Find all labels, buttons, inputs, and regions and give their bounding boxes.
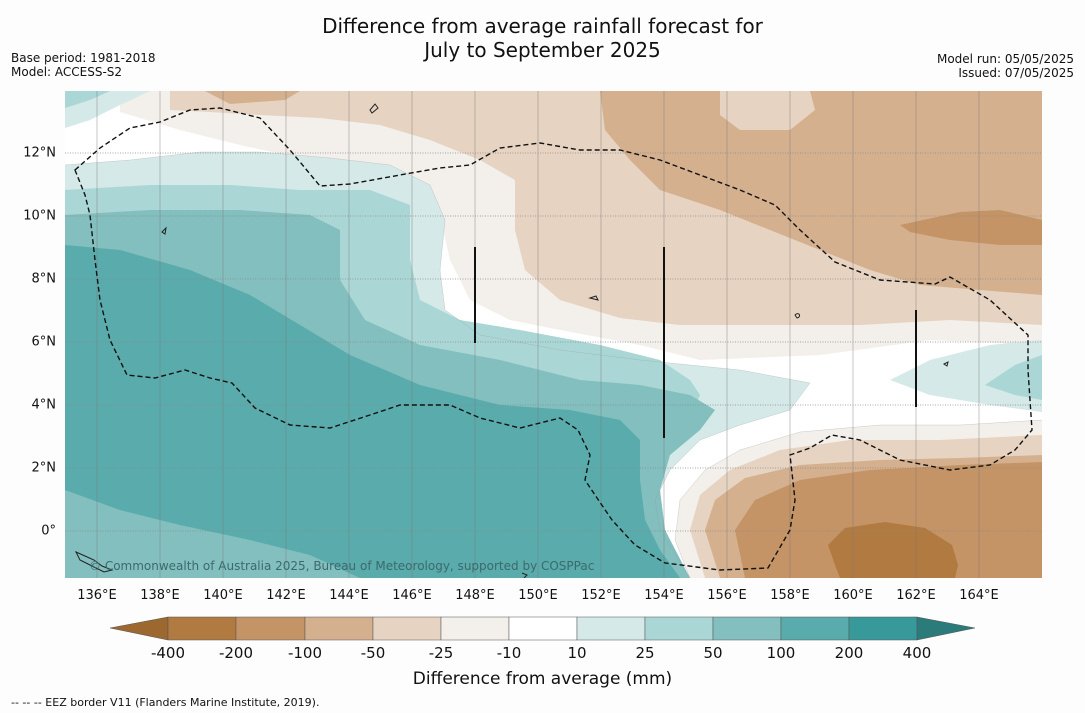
- colorbar-tick: -400: [150, 644, 186, 662]
- lon-label: 158°E: [770, 588, 810, 603]
- lat-label: 12°N: [23, 145, 56, 161]
- dry-se-100: [735, 462, 1042, 578]
- colorbar-tick: 10: [567, 644, 587, 662]
- issued-date: Issued: 07/05/2025: [958, 66, 1074, 80]
- model-run: Model run: 05/05/2025: [936, 52, 1074, 66]
- colorbar-tick: -200: [218, 644, 254, 662]
- colorbar: [109, 616, 976, 641]
- wet-region-100: [65, 245, 680, 578]
- colorbar-tick: -25: [428, 644, 454, 662]
- meridians: [96, 91, 980, 578]
- lon-label: 142°E: [266, 588, 306, 603]
- lat-label: 6°N: [31, 334, 57, 350]
- lat-label: 4°N: [31, 397, 57, 413]
- lon-label: 146°E: [392, 588, 432, 603]
- meta-right: Model run: 05/05/2025 Issued: 07/05/2025: [937, 52, 1074, 80]
- colorbar-tick: 25: [635, 644, 655, 662]
- islands: [74, 103, 949, 578]
- lat-label: 0°: [41, 523, 56, 539]
- lon-label: 156°E: [707, 588, 747, 603]
- colorbar-arrow-right: [916, 616, 976, 641]
- lat-label: 8°N: [31, 271, 57, 287]
- wet-region-25-nw: [65, 91, 110, 108]
- dry-region-25-patch: [720, 91, 815, 130]
- lon-label: 136°E: [77, 588, 117, 603]
- colorbar-tick: -10: [496, 644, 522, 662]
- dry-se-200: [828, 522, 958, 578]
- lon-label: 150°E: [518, 588, 558, 603]
- dry-region-50: [300, 91, 1042, 295]
- lon-label: 140°E: [203, 588, 243, 603]
- colorbar-arrow-left: [109, 616, 169, 641]
- eez-border: [74, 107, 1033, 571]
- colorbar-tick: -50: [360, 644, 386, 662]
- dry-region-100: [900, 210, 1042, 245]
- colorbar-tick: 100: [766, 644, 796, 662]
- title-line-2: July to September 2025: [424, 38, 661, 62]
- lon-label: 152°E: [581, 588, 621, 603]
- graticule: [65, 152, 1042, 532]
- copyright-notice: © Commonwealth of Australia 2025, Bureau…: [89, 559, 595, 573]
- dry-region-50-b: [205, 91, 300, 104]
- colorbar-tick: 200: [834, 644, 864, 662]
- lon-label: 154°E: [644, 588, 684, 603]
- colorbar-tick: -100: [287, 644, 323, 662]
- lat-label: 2°N: [31, 460, 57, 476]
- lat-label: 10°N: [23, 208, 56, 224]
- colorbar-tick: 400: [902, 644, 932, 662]
- lon-label: 144°E: [329, 588, 369, 603]
- meta-left: Base period: 1981-2018 Model: ACCESS-S2: [11, 51, 156, 79]
- colorbar-tick: 50: [703, 644, 723, 662]
- map-title: Difference from average rainfall forecas…: [0, 14, 1085, 62]
- lon-label: 148°E: [455, 588, 495, 603]
- lon-label: 160°E: [833, 588, 873, 603]
- model-name: Model: ACCESS-S2: [11, 65, 123, 79]
- lon-label: 138°E: [140, 588, 180, 603]
- highlighted-segments: [474, 247, 917, 438]
- lon-label: 164°E: [959, 588, 999, 603]
- eez-legend-footer: -- -- -- EEZ border V11 (Flanders Marine…: [11, 696, 320, 709]
- colorbar-title: Difference from average (mm): [412, 669, 673, 689]
- title-line-1: Difference from average rainfall forecas…: [322, 14, 763, 38]
- wet-region-10-east: [890, 340, 1042, 412]
- lon-label: 162°E: [896, 588, 936, 603]
- base-period: Base period: 1981-2018: [11, 51, 156, 65]
